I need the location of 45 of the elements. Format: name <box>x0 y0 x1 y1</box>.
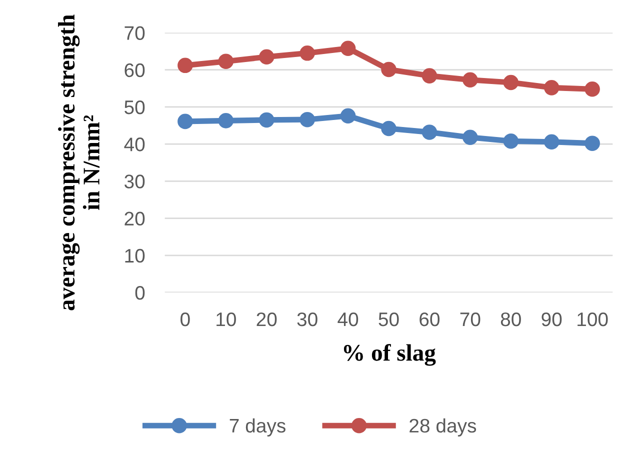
y-tick-label: 50 <box>124 100 145 114</box>
point <box>300 46 315 61</box>
x-tick-label: 30 <box>297 312 318 326</box>
point <box>258 112 274 128</box>
y-tick-label: 20 <box>124 212 145 226</box>
point <box>462 72 478 88</box>
x-tick-label: 50 <box>378 312 399 326</box>
point <box>381 62 396 78</box>
y-tick-label: 70 <box>124 26 145 40</box>
x-tick-label: 0 <box>180 312 190 326</box>
point <box>503 133 519 149</box>
point <box>218 54 234 69</box>
point <box>178 114 193 130</box>
y-tick-label: 10 <box>125 248 145 263</box>
point <box>503 74 519 90</box>
x-tick-label: 70 <box>460 312 480 326</box>
y-tick-label: 60 <box>124 63 145 78</box>
x-axis-title: % of slag <box>344 344 436 366</box>
x-tick-label: 60 <box>420 312 440 326</box>
x-tick-label: 100 <box>578 312 608 326</box>
point <box>422 124 438 140</box>
point <box>584 136 600 151</box>
point <box>300 112 315 128</box>
point <box>178 58 193 74</box>
point <box>218 113 234 128</box>
x-tick-label: 10 <box>216 312 236 326</box>
point <box>462 130 478 146</box>
x-tick-label: 80 <box>500 312 521 326</box>
x-tick-label: 20 <box>256 312 277 326</box>
legend-label: 7 days <box>230 418 286 436</box>
y-tick-label: 0 <box>135 286 145 300</box>
point <box>544 134 560 150</box>
x-tick-label: 40 <box>338 312 358 326</box>
y-tick-label: 40 <box>124 138 145 152</box>
point <box>584 82 600 97</box>
point <box>340 108 356 124</box>
point <box>258 49 274 65</box>
point <box>340 40 356 56</box>
y-axis-title: average compressive strength in N/mm² <box>58 14 100 310</box>
x-tick-label: 90 <box>542 312 562 326</box>
y-tick-label: 30 <box>124 174 145 188</box>
point <box>381 120 396 136</box>
point <box>544 80 560 96</box>
point <box>422 68 438 84</box>
legend-label: 28 days <box>410 418 476 436</box>
